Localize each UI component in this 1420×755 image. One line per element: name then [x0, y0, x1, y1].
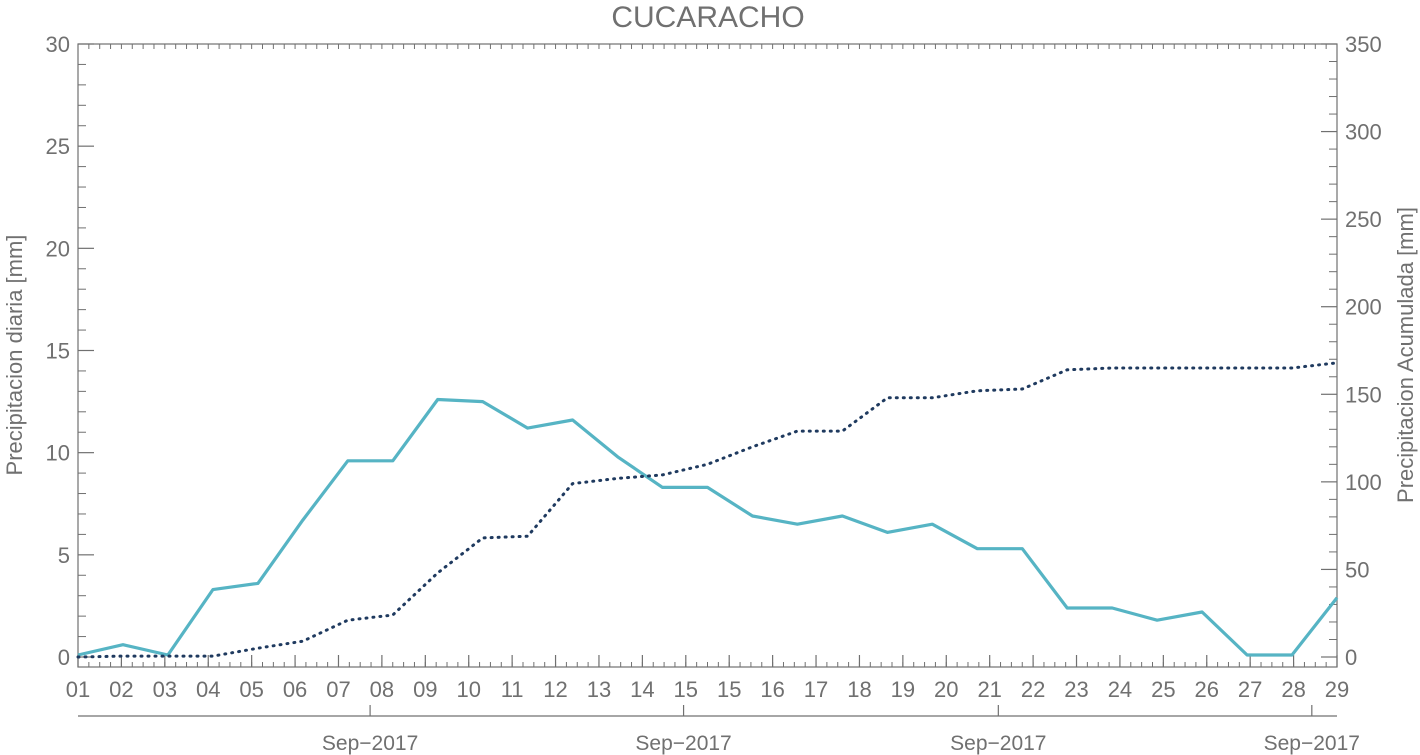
plot-border [77, 43, 1338, 668]
y-axis-left-label: Precipitacion diaria [mm] [2, 235, 27, 476]
x-tick-label: 04 [196, 677, 220, 702]
month-label: Sep−2017 [322, 732, 418, 755]
y-left-tick-label: 30 [46, 32, 70, 57]
x-tick-label: 27 [1238, 677, 1262, 702]
y-left-tick-label: 5 [58, 543, 70, 568]
x-tick-label: 02 [109, 677, 133, 702]
x-tick-label: 17 [804, 677, 828, 702]
x-tick-label: 26 [1195, 677, 1219, 702]
x-tick-label: 14 [630, 677, 654, 702]
x-tick-label: 20 [934, 677, 958, 702]
x-tick-label: 07 [326, 677, 350, 702]
y-axis-right-label: Precipitacion Acumulada [mm] [1393, 207, 1418, 503]
y-left-tick-label: 10 [46, 441, 70, 466]
month-label: Sep−2017 [635, 732, 731, 755]
y-right-tick-label: 350 [1345, 32, 1382, 57]
x-tick-label: 06 [283, 677, 307, 702]
y-left-tick-label: 20 [46, 236, 70, 261]
x-tick-label: 11 [501, 677, 524, 702]
x-axis: 01 02 03 04 05 06 07 08 09 10 11 12 13 14 15 15 16 17 18 19… [66, 655, 1349, 702]
x-tick-label: 10 [456, 677, 480, 702]
x-tick-label: 03 [153, 677, 177, 702]
y-right-tick-label: 100 [1345, 470, 1382, 495]
y-right-tick-label: 250 [1345, 207, 1382, 232]
y-right-tick-label: 300 [1345, 120, 1382, 145]
x-tick-label: 05 [239, 677, 263, 702]
month-label: Sep−2017 [950, 732, 1046, 755]
x-tick-label: 16 [760, 677, 784, 702]
x-tick-label: 23 [1064, 677, 1088, 702]
y-right-tick-label: 50 [1345, 557, 1369, 582]
month-axis: Sep−2017 Sep−2017 Sep−2017 Sep−2017 [78, 705, 1360, 755]
y-axis-left: 0 5 10 15 20 25 30 [46, 32, 94, 670]
x-tick-label: 18 [847, 677, 871, 702]
x-tick-label: 21 [977, 677, 1001, 702]
minor-ticks [77, 44, 1338, 667]
x-tick-label: 12 [543, 677, 567, 702]
cumulative-precip-line [76, 361, 1339, 659]
y-axis-right: 0 50 100 150 200 250 300 350 [1321, 32, 1382, 670]
series-layer [76, 361, 1339, 659]
x-tick-label: 09 [413, 677, 437, 702]
x-tick-label: 15 [674, 677, 698, 702]
y-right-tick-label: 200 [1345, 295, 1382, 320]
x-tick-label: 25 [1151, 677, 1175, 702]
x-tick-label: 22 [1021, 677, 1045, 702]
x-tick-label: 15 [717, 677, 741, 702]
x-tick-label: 01 [66, 677, 90, 702]
x-tick-label: 28 [1281, 677, 1305, 702]
y-right-tick-label: 150 [1345, 382, 1382, 407]
y-right-tick-label: 0 [1345, 645, 1357, 670]
plot-frame [77, 43, 1338, 668]
y-left-tick-label: 25 [46, 134, 70, 159]
daily-precip-line [77, 397, 1339, 657]
chart-title: CUCARACHO [611, 1, 804, 34]
x-tick-label: 08 [370, 677, 394, 702]
x-tick-label: 19 [891, 677, 915, 702]
x-tick-label: 13 [587, 677, 611, 702]
month-label: Sep−2017 [1264, 732, 1360, 755]
y-left-tick-label: 0 [58, 645, 70, 670]
y-left-tick-label: 15 [46, 339, 70, 364]
x-tick-label: 24 [1108, 677, 1132, 702]
x-tick-label: 29 [1325, 677, 1349, 702]
